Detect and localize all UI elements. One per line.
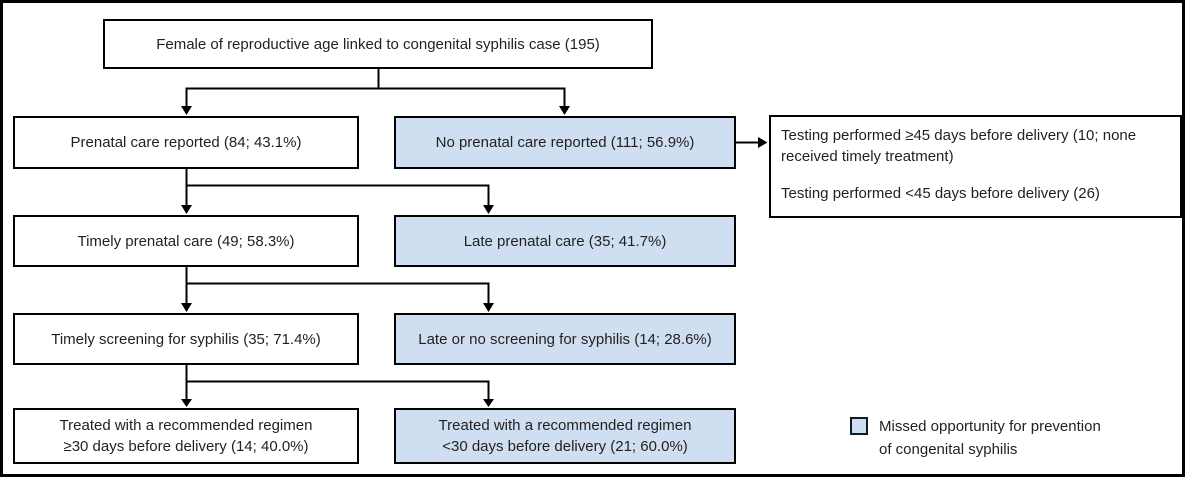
legend-text-line1: Missed opportunity for prevention <box>879 418 1101 435</box>
node-timely-prenatal-care: Timely prenatal care (49; 58.3%) <box>13 215 359 267</box>
node-late-prenatal-care: Late prenatal care (35; 41.7%) <box>394 215 736 267</box>
testing-note-para1: Testing performed ≥45 days before delive… <box>781 127 1137 165</box>
legend-text-line2: of congenital syphilis <box>879 441 1018 458</box>
node-prenatal-care-reported-label: Prenatal care reported (84; 43.1%) <box>70 134 302 151</box>
node-timely-prenatal-care-label: Timely prenatal care (49; 58.3%) <box>77 232 295 250</box>
legend-highlight-swatch-icon <box>850 417 868 435</box>
node-timely-screening: Timely screening for syphilis (35; 71.4%… <box>13 313 359 365</box>
node-treated-late-line1: Treated with a recommended regimen <box>438 417 692 434</box>
node-treated-timely: Treated with a recommended regimen ≥30 d… <box>13 408 359 464</box>
node-root-population: Female of reproductive age linked to con… <box>103 19 653 69</box>
node-late-prenatal-care-label: Late prenatal care (35; 41.7%) <box>463 232 667 250</box>
legend-text: Missed opportunity for prevention of con… <box>879 415 1101 461</box>
testing-note-para2: Testing performed <45 days before delive… <box>781 185 1100 202</box>
node-treated-timely-line2: ≥30 days before delivery (14; 40.0%) <box>63 438 309 455</box>
node-late-or-no-screening: Late or no screening for syphilis (14; 2… <box>394 313 736 365</box>
node-testing-note: Testing performed ≥45 days before delive… <box>769 115 1182 218</box>
node-late-or-no-screening-label: Late or no screening for syphilis (14; 2… <box>418 330 712 348</box>
node-prenatal-care-reported: Prenatal care reported (84; 43.1%) <box>13 116 359 169</box>
node-treated-late-line2: <30 days before delivery (21; 60.0%) <box>442 438 688 455</box>
node-timely-screening-label: Timely screening for syphilis (35; 71.4%… <box>51 330 321 348</box>
node-treated-late: Treated with a recommended regimen <30 d… <box>394 408 736 464</box>
node-no-prenatal-care-reported: No prenatal care reported (111; 56.9%) <box>394 116 736 169</box>
node-treated-timely-line1: Treated with a recommended regimen <box>59 417 313 434</box>
legend: Missed opportunity for prevention of con… <box>850 415 1101 461</box>
node-root-label: Female of reproductive age linked to con… <box>156 35 600 53</box>
node-no-prenatal-care-reported-label: No prenatal care reported (111; 56.9%) <box>435 134 695 151</box>
